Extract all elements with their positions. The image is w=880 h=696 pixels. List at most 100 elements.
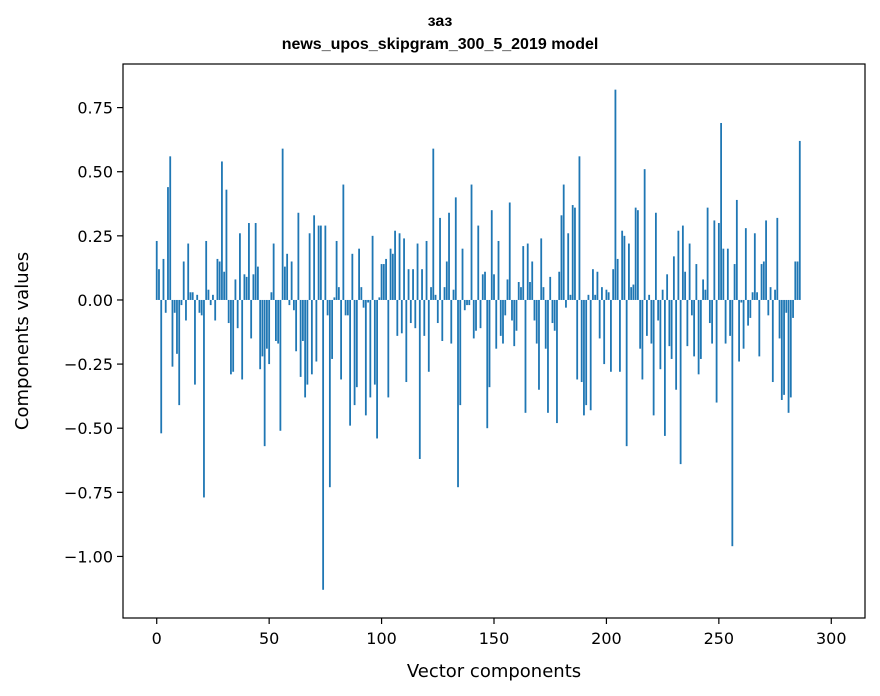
- bar-37: [239, 233, 241, 300]
- bar-142: [475, 299, 477, 331]
- bar-137: [463, 299, 466, 311]
- bar-219: [648, 294, 651, 300]
- bar-275: [774, 289, 776, 300]
- bar-262: [744, 228, 747, 300]
- bar-258: [735, 199, 738, 300]
- bar-195: [594, 294, 597, 300]
- bar-138: [466, 299, 468, 306]
- bar-189: [580, 299, 583, 383]
- bar-155: [504, 299, 507, 316]
- bar-101: [382, 264, 385, 300]
- bar-62: [295, 299, 298, 352]
- bar-193: [589, 299, 592, 411]
- bar-201: [607, 292, 610, 300]
- bar-59: [288, 299, 291, 306]
- bar-82: [340, 299, 342, 380]
- bar-54: [277, 299, 280, 344]
- bar-34: [232, 299, 235, 372]
- bar-14: [187, 243, 190, 300]
- bar-278: [780, 299, 783, 400]
- bar-153: [499, 299, 502, 336]
- bar-277: [778, 299, 781, 339]
- bar-25: [212, 294, 214, 300]
- bar-232: [677, 230, 680, 300]
- bar-129: [445, 261, 448, 300]
- bar-23: [207, 289, 210, 300]
- bar-103: [387, 299, 390, 398]
- bar-255: [729, 299, 731, 336]
- bar-165: [526, 243, 529, 300]
- bar-24: [209, 299, 212, 306]
- bar-22: [205, 240, 208, 300]
- bar-45: [257, 266, 259, 300]
- bar-213: [634, 207, 637, 300]
- bar-134: [457, 299, 459, 488]
- bar-113: [409, 299, 412, 324]
- bar-132: [452, 289, 455, 300]
- bar-10: [178, 299, 181, 406]
- bar-95: [369, 299, 372, 398]
- bar-33: [230, 299, 232, 375]
- bar-203: [612, 269, 615, 300]
- bar-29: [221, 161, 223, 300]
- bar-87: [351, 253, 354, 300]
- bar-253: [724, 299, 727, 344]
- bar-100: [380, 264, 383, 300]
- bar-75: [324, 225, 327, 300]
- y-tick-label-6: −0.75: [64, 483, 113, 502]
- x-tick-label-250: 250: [704, 629, 735, 648]
- bar-274: [771, 299, 774, 383]
- bar-220: [650, 299, 653, 344]
- bar-107: [396, 299, 399, 336]
- bar-257: [733, 264, 736, 300]
- bar-35: [234, 279, 237, 300]
- bar-97: [373, 299, 376, 385]
- bar-151: [495, 299, 498, 349]
- bar-112: [407, 269, 410, 300]
- y-tick-label-0: 0.75: [77, 99, 113, 118]
- y-tick-label-3: 0.00: [77, 291, 113, 310]
- bar-229: [670, 299, 673, 359]
- bar-191: [585, 299, 588, 406]
- x-tick-label-300: 300: [816, 629, 847, 648]
- bar-42: [250, 299, 253, 339]
- bar-16: [191, 292, 194, 300]
- bar-162: [520, 287, 522, 300]
- bar-119: [423, 299, 426, 336]
- bar-30: [223, 271, 226, 300]
- bar-94: [367, 299, 369, 303]
- bar-131: [450, 299, 453, 344]
- bar-159: [513, 299, 516, 347]
- bar-188: [578, 156, 581, 300]
- bar-17: [194, 299, 196, 385]
- bar-237: [688, 243, 691, 300]
- bar-186: [574, 207, 576, 300]
- bar-90: [358, 248, 360, 300]
- bar-177: [553, 299, 556, 331]
- bar-67: [306, 299, 309, 385]
- bar-269: [760, 264, 763, 300]
- bar-243: [702, 279, 705, 300]
- bar-208: [623, 235, 626, 300]
- bar-36: [236, 299, 239, 329]
- bar-145: [481, 274, 484, 300]
- bar-27: [216, 258, 219, 300]
- bar-21: [203, 299, 205, 498]
- bar-154: [502, 299, 504, 344]
- bar-247: [711, 299, 713, 344]
- bar-28: [218, 261, 221, 300]
- bar-241: [697, 299, 700, 375]
- bar-172: [542, 287, 545, 300]
- bar-207: [621, 230, 624, 300]
- bar-259: [738, 299, 740, 362]
- bar-99: [378, 297, 381, 300]
- bar-273: [769, 287, 772, 300]
- bar-20: [200, 299, 203, 316]
- bar-108: [398, 233, 401, 300]
- bar-150: [493, 274, 495, 300]
- bar-58: [286, 253, 289, 300]
- bar-2: [160, 299, 163, 434]
- bar-166: [529, 282, 531, 300]
- bar-88: [353, 299, 356, 406]
- bar-226: [663, 299, 666, 436]
